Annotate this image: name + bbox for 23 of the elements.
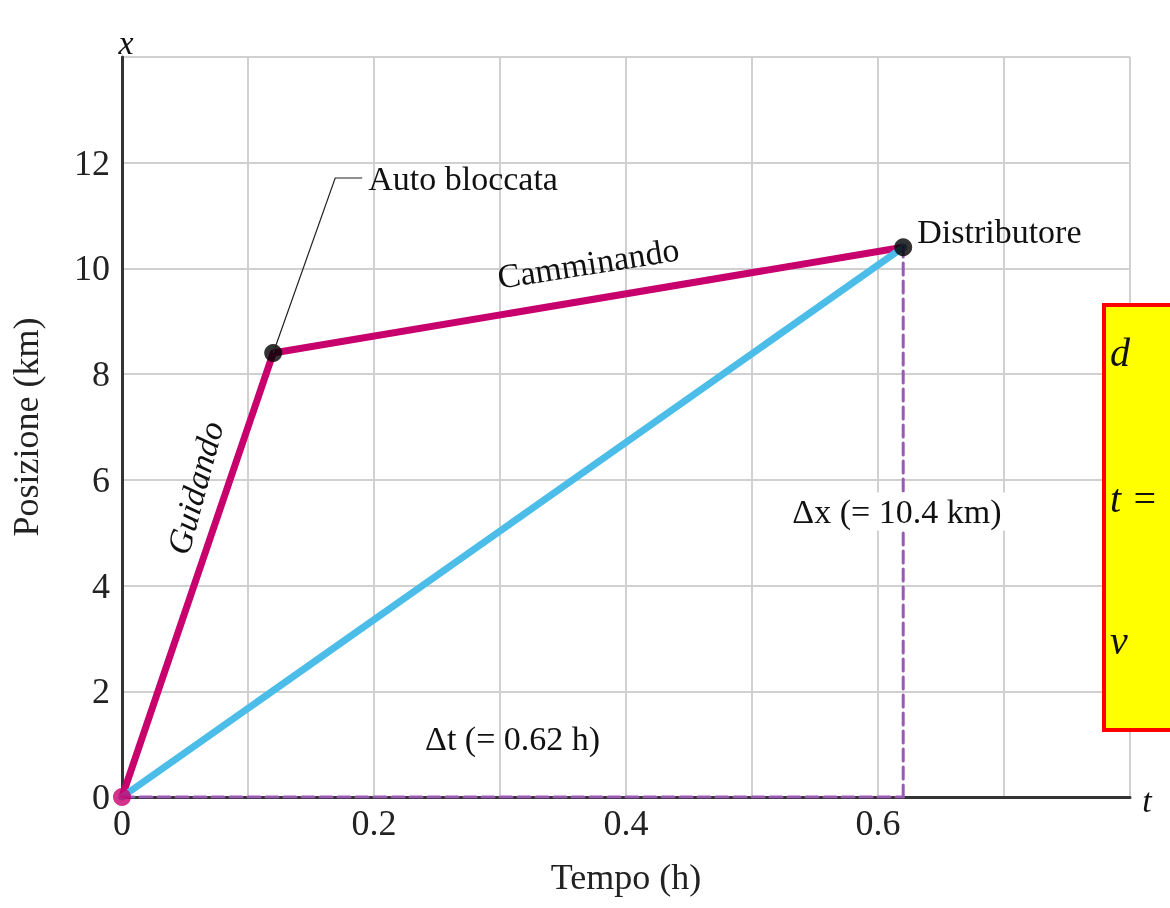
annotation: Δx (= 10.4 km) <box>792 493 1002 532</box>
y-tick-label: 0 <box>92 777 110 817</box>
x-axis-title: Tempo (h) <box>550 857 702 897</box>
y-tick-label: 6 <box>92 459 110 500</box>
annotation: t = <box>1110 475 1159 521</box>
x-tick-label: 0.6 <box>855 803 901 843</box>
y-tick-label: 10 <box>74 248 110 289</box>
annotation: d <box>1110 329 1131 375</box>
x-tick-label: 0.2 <box>351 803 397 843</box>
x-tick-label: 0.4 <box>603 803 649 843</box>
y-tick-label: 12 <box>74 142 110 183</box>
annotation: v <box>1110 617 1128 663</box>
annotation: Auto bloccata <box>368 159 558 197</box>
annotation: Camminando <box>494 230 682 296</box>
text: t <box>1142 781 1154 819</box>
y-tick-label: 4 <box>92 565 110 606</box>
y-axis-title: Posizione (km) <box>6 317 46 537</box>
y-tick-label: 8 <box>92 354 110 395</box>
annotation: Distributore <box>917 212 1082 250</box>
annotation: Guidando <box>159 417 231 559</box>
annotation: Δt (= 0.62 h) <box>425 720 601 759</box>
annotation: x <box>117 23 134 61</box>
y-tick-label: 2 <box>92 671 110 712</box>
